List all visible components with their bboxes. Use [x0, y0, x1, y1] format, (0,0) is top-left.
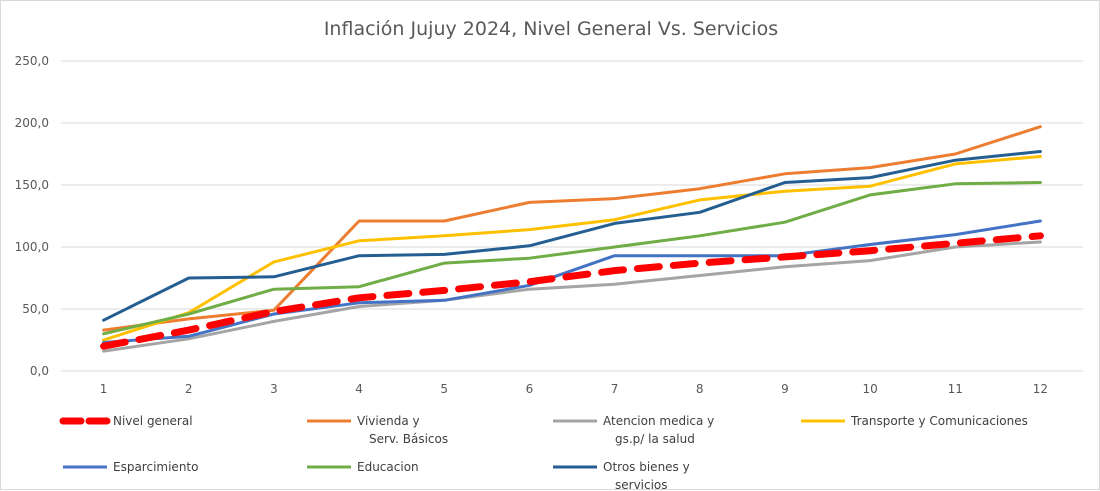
- x-tick-label: 8: [696, 382, 704, 396]
- x-tick-label: 4: [355, 382, 363, 396]
- series-line: [102, 155, 1042, 342]
- series-line: [102, 240, 1042, 353]
- grid: [61, 60, 1083, 372]
- x-tick-label: 2: [185, 382, 193, 396]
- x-tick-label: 10: [862, 382, 877, 396]
- y-tick-label: 50,0: [22, 302, 49, 316]
- series-line: [102, 219, 1042, 344]
- y-tick-label: 250,0: [15, 54, 49, 68]
- legend-label: Atencion medica y gs.p/ la salud: [603, 414, 714, 446]
- y-tick-label: 150,0: [15, 178, 49, 192]
- x-tick-label: 11: [948, 382, 963, 396]
- x-tick-label: 1: [100, 382, 108, 396]
- y-tick-label: 0,0: [30, 364, 49, 378]
- x-tick-label: 9: [781, 382, 789, 396]
- x-tick-label: 6: [526, 382, 534, 396]
- chart-title: Inflación Jujuy 2024, Nivel General Vs. …: [324, 18, 778, 40]
- y-tick-label: 200,0: [15, 116, 49, 130]
- series-layer: [100, 125, 1044, 353]
- y-tick-label: 100,0: [15, 240, 49, 254]
- series-line: [102, 125, 1042, 332]
- x-tick-label: 3: [270, 382, 278, 396]
- series-line: [100, 232, 1044, 350]
- legend-label: Educacion: [357, 460, 419, 474]
- series-line: [102, 181, 1042, 336]
- legend-label: Otros bienes y servicios: [603, 460, 690, 491]
- legend-label: Transporte y Comunicaciones: [850, 414, 1028, 428]
- x-tick-label: 12: [1033, 382, 1048, 396]
- x-tick-label: 5: [440, 382, 448, 396]
- x-tick-label: 7: [611, 382, 619, 396]
- legend-label: Vivienda y Serv. Básicos: [357, 414, 448, 446]
- legend-label: Esparcimiento: [113, 460, 198, 474]
- legend-label: Nivel general: [113, 414, 193, 428]
- legend: Nivel general Vivienda y Serv. Básicos Aten…: [59, 414, 1028, 491]
- series-line: [102, 150, 1042, 322]
